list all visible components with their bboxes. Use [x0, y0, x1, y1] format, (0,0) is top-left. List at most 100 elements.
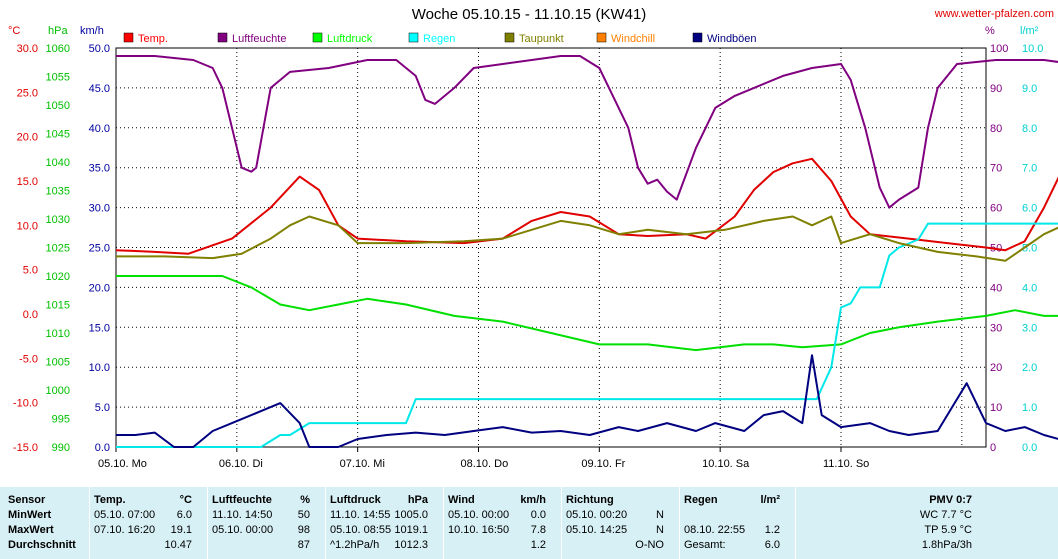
y-tick-label: 2.0	[1022, 362, 1037, 374]
stats-value: 1012.3	[394, 539, 428, 551]
stats-header-unit: km/h	[520, 494, 546, 506]
y-tick-label: 25.0	[89, 243, 110, 255]
site-link[interactable]: www.wetter-pfalzen.com	[934, 8, 1054, 20]
y-tick-label: 1010	[46, 328, 70, 340]
legend-label: Temp.	[138, 33, 168, 45]
stats-value: 19.1	[170, 524, 192, 536]
legend-label: Windböen	[707, 33, 757, 45]
y-tick-label: 30.0	[89, 203, 110, 215]
axis-unit-pressure: hPa	[48, 25, 68, 37]
legend-swatch	[312, 32, 323, 43]
x-tick-label: 08.10. Do	[461, 458, 509, 470]
stats-cell: 11.10. 14:50	[212, 509, 273, 521]
x-tick-label: 07.10. Mi	[340, 458, 385, 470]
stats-separator	[561, 487, 562, 559]
stats-separator	[443, 487, 444, 559]
y-tick-label: 1050	[46, 100, 70, 112]
y-tick-label: 40.0	[89, 123, 110, 135]
y-tick-label: 30.0	[17, 43, 38, 55]
y-tick-label: 1035	[46, 186, 70, 198]
stats-value: 87	[297, 539, 310, 551]
y-tick-label: 0.0	[1022, 442, 1037, 454]
legend-swatch	[217, 32, 228, 43]
stats-separator	[89, 487, 90, 559]
y-tick-label: 45.0	[89, 83, 110, 95]
y-tick-label: 5.0	[95, 402, 110, 414]
x-tick-label: 10.10. Sa	[702, 458, 750, 470]
y-tick-label: 0.0	[95, 442, 110, 454]
y-tick-label: 1045	[46, 129, 70, 141]
stats-value: 0.0	[530, 509, 546, 521]
y-tick-label: 10.0	[89, 362, 110, 374]
y-tick-label: 80	[990, 123, 1002, 135]
x-tick-label: 11.10. So	[823, 458, 869, 470]
series-line-luftdruck	[116, 275, 1058, 352]
stats-value: 1019.1	[394, 524, 428, 536]
y-tick-label: 995	[52, 414, 70, 426]
stats-value: 6.0	[764, 539, 780, 551]
stats-header: Temp.	[94, 494, 126, 506]
stats-value: N	[656, 509, 664, 521]
y-tick-label: 90	[990, 83, 1002, 95]
stats-cell: 11.10. 14:55	[330, 509, 391, 521]
y-tick-label: 15.0	[17, 176, 38, 188]
y-tick-label: 4.0	[1022, 282, 1037, 294]
chart-svg: 05.10. Mo 06.10. Di 07.10. Mi 08.10. Do 09.1…	[8, 25, 1058, 470]
y-tick-label: 8.0	[1022, 123, 1037, 135]
y-tick-label: 3.0	[1022, 322, 1037, 334]
y-tick-label: -10.0	[13, 398, 38, 410]
y-tick-label: 60	[990, 203, 1002, 215]
legend-label: Luftdruck	[327, 33, 373, 45]
legend-label: Taupunkt	[519, 33, 564, 45]
stats-header: Richtung	[566, 494, 614, 506]
y-tick-label: 100	[990, 43, 1008, 55]
y-tick-label: -5.0	[19, 353, 38, 365]
y-tick-label: 1015	[46, 300, 70, 312]
y-tick-label: 9.0	[1022, 83, 1037, 95]
stats-separator	[207, 487, 208, 559]
stats-header-unit: °C	[179, 494, 192, 506]
x-tick-label: 05.10. Mo	[98, 458, 147, 470]
stats-table: Sensor MinWert MaxWert Durchschnitt Temp. °C 0…	[0, 487, 1058, 559]
y-tick-label: 1020	[46, 271, 70, 283]
y-tick-label: 1030	[46, 214, 70, 226]
stats-value: 1005.0	[394, 509, 428, 521]
x-tick-label: 09.10. Fr	[581, 458, 625, 470]
axis-unit-rain: l/m²	[1020, 25, 1039, 37]
y-tick-label: 1.0	[1022, 402, 1037, 414]
stats-cell: MaxWert	[8, 524, 54, 536]
stats-header-unit: l/m²	[760, 494, 780, 506]
y-tick-label: 1055	[46, 72, 70, 84]
stats-value: 10.47	[164, 539, 192, 551]
x-tick-label: 06.10. Di	[219, 458, 263, 470]
stats-header: Luftfeuchte	[212, 494, 272, 506]
stats-header: Luftdruck	[330, 494, 381, 506]
stats-cell: WC 7.7 °C	[919, 509, 972, 521]
stats-header: Wind	[448, 494, 475, 506]
y-tick-label: 1025	[46, 243, 70, 255]
axis-unit-temp: °C	[8, 25, 20, 37]
stats-cell: 1.8hPa/3h	[921, 539, 972, 551]
stats-cell: 05.10. 07:00	[94, 509, 156, 521]
y-tick-label: 1005	[46, 357, 70, 369]
series-line-temp	[115, 157, 1058, 255]
stats-cell: Gesamt:	[684, 539, 726, 551]
y-tick-label: 7.0	[1022, 163, 1037, 175]
y-tick-label: 20	[990, 362, 1002, 374]
plot-area	[115, 47, 987, 448]
stats-cell: 05.10. 00:00	[212, 524, 274, 536]
y-tick-label: 1000	[46, 385, 70, 397]
stats-cell: ^1.2hPa/h	[330, 539, 380, 551]
stats-value: 50	[297, 509, 310, 521]
y-tick-label: 25.0	[17, 87, 38, 99]
stats-cell: 08.10. 22:55	[684, 524, 746, 536]
series-line-taupunkt	[116, 215, 1058, 262]
y-tick-label: 6.0	[1022, 203, 1037, 215]
y-tick-label: 10	[990, 402, 1002, 414]
stats-separator	[795, 487, 796, 559]
y-tick-label: 20.0	[89, 282, 110, 294]
stats-separator	[325, 487, 326, 559]
stats-value: 7.8	[530, 524, 546, 536]
y-tick-label: 1060	[46, 43, 70, 55]
